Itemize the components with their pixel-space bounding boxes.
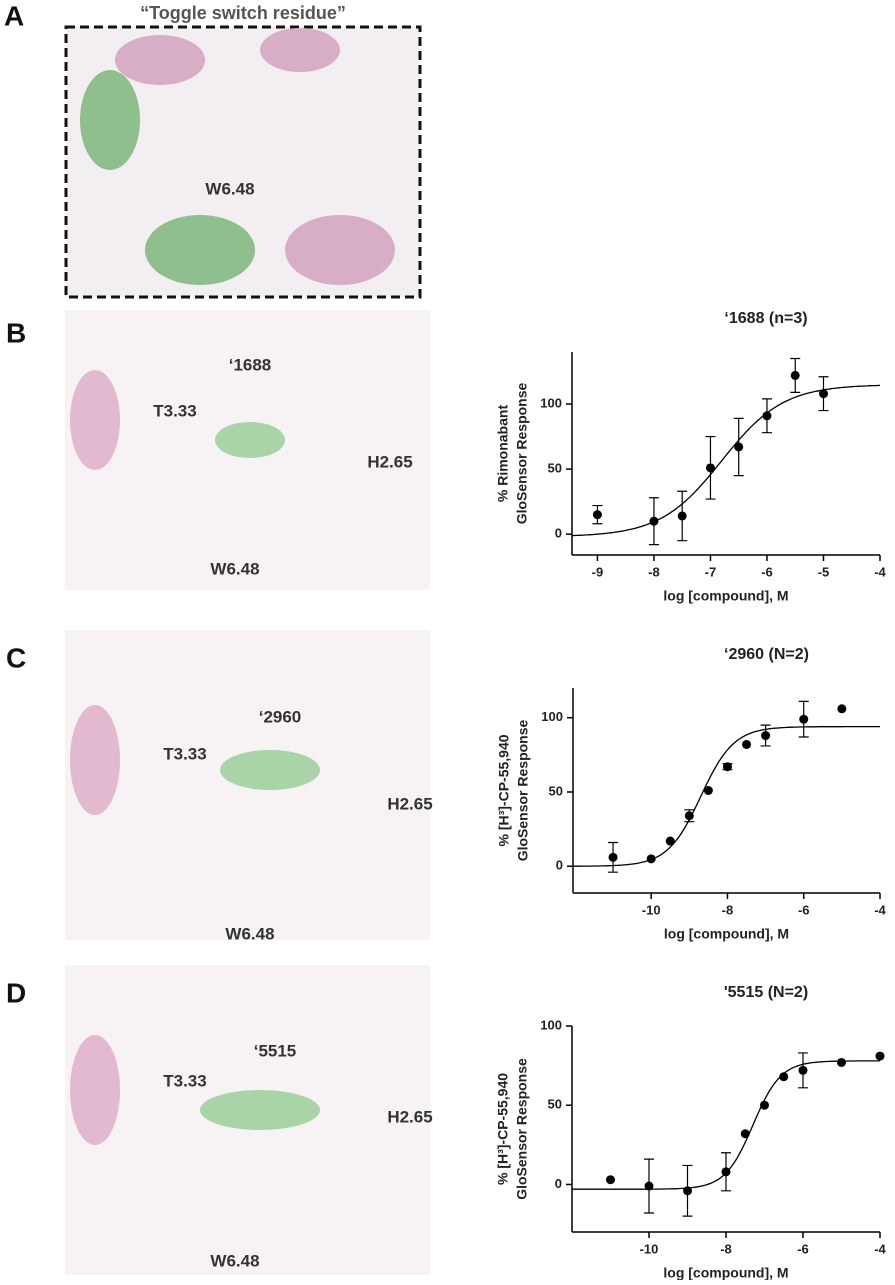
chart-title: '5515 (N=2) <box>724 984 808 1001</box>
data-point <box>798 1065 808 1075</box>
x-tick-label: -10 <box>642 902 661 917</box>
residue-label: H2.65 <box>367 452 412 471</box>
y-tick-label: 100 <box>540 395 562 410</box>
x-tick-label: -7 <box>705 564 717 579</box>
ligand <box>200 1090 320 1130</box>
y-axis-label: % [H³]-CP-55,940 <box>496 734 512 846</box>
y-tick-label: 100 <box>540 1017 562 1032</box>
y-axis-label: GloSensor Response <box>514 382 530 524</box>
panel-label: B <box>6 317 26 348</box>
residue-label: W6.48 <box>225 924 274 943</box>
data-point <box>665 836 675 846</box>
compound-label: ‘1688 <box>229 355 272 374</box>
data-point <box>734 442 744 452</box>
y-tick-label: 50 <box>549 783 563 798</box>
x-tick-label: -4 <box>874 902 886 917</box>
data-point <box>799 714 809 724</box>
fit-curve <box>571 384 881 537</box>
helix <box>80 70 140 170</box>
data-point <box>592 510 602 520</box>
x-tick-label: -6 <box>798 902 810 917</box>
data-point <box>677 511 687 521</box>
x-tick-label: -10 <box>640 1241 659 1256</box>
data-point <box>790 370 800 380</box>
residue-label: W6.48 <box>205 179 254 198</box>
helix <box>70 705 120 815</box>
chart-title: ‘2960 (N=2) <box>724 646 809 663</box>
panel-label: A <box>4 0 24 31</box>
y-tick-label: 0 <box>555 1176 562 1191</box>
y-tick-label: 50 <box>548 461 562 476</box>
data-point <box>761 731 771 741</box>
residue-label: T3.33 <box>163 1071 206 1090</box>
data-point <box>837 1057 846 1067</box>
helix <box>70 1035 120 1145</box>
data-point <box>762 411 772 421</box>
y-tick-label: 0 <box>555 526 562 541</box>
data-point <box>608 852 618 862</box>
y-axis-label: GloSensor Response <box>514 1058 530 1200</box>
y-axis-label: % Rimonabant <box>495 405 511 503</box>
data-point <box>875 1051 885 1061</box>
y-axis-label: % [H³]-CP-55,940 <box>495 1073 511 1185</box>
x-tick-label: -9 <box>592 564 604 579</box>
data-point <box>683 1186 692 1196</box>
helix <box>70 370 120 470</box>
data-point <box>837 704 847 714</box>
chart-title: ‘1688 (n=3) <box>724 310 807 327</box>
x-tick-label: -8 <box>722 902 734 917</box>
data-point <box>646 854 656 864</box>
helix <box>115 35 205 85</box>
x-axis-label: log [compound], M <box>664 926 789 942</box>
x-axis-label: log [compound], M <box>663 1265 788 1280</box>
compound-label: ‘2960 <box>259 707 302 726</box>
helix <box>145 215 255 285</box>
residue-label: W6.48 <box>210 1251 259 1270</box>
y-tick-label: 100 <box>541 709 563 724</box>
x-tick-label: -6 <box>761 564 773 579</box>
data-point <box>760 1100 769 1110</box>
data-point <box>703 786 713 795</box>
compound-label: ‘5515 <box>254 1041 297 1060</box>
helix <box>260 28 340 72</box>
data-point <box>742 739 752 749</box>
data-point <box>705 463 715 473</box>
data-point <box>644 1181 654 1191</box>
y-axis-label: GloSensor Response <box>515 719 531 861</box>
data-point <box>649 516 659 526</box>
panel-label: D <box>6 977 26 1008</box>
residue-label: W6.48 <box>210 559 259 578</box>
x-tick-label: -4 <box>874 1241 886 1256</box>
data-point <box>721 1167 731 1177</box>
residue-label: H2.65 <box>387 794 432 813</box>
fit-curve <box>573 725 880 867</box>
residue-label: H2.65 <box>387 1107 432 1126</box>
x-tick-label: -8 <box>648 564 660 579</box>
helix <box>285 215 395 285</box>
residue-label: T3.33 <box>153 401 196 420</box>
structure-images <box>64 25 430 1275</box>
x-tick-label: -8 <box>720 1241 732 1256</box>
x-tick-label: -6 <box>797 1241 809 1256</box>
x-tick-label: -5 <box>818 564 830 579</box>
data-point <box>740 1129 750 1139</box>
data-point <box>722 762 732 772</box>
data-point <box>818 389 828 399</box>
x-axis-label: log [compound], M <box>663 588 788 604</box>
panel-label: C <box>6 642 26 673</box>
data-point <box>779 1072 789 1082</box>
data-point <box>606 1175 615 1185</box>
ligand <box>220 750 320 790</box>
panel-title: “Toggle switch residue” <box>140 3 346 23</box>
data-point <box>684 811 694 821</box>
y-tick-label: 50 <box>548 1097 562 1112</box>
y-tick-label: 0 <box>556 858 563 873</box>
residue-label: T3.33 <box>163 744 206 763</box>
x-tick-label: -4 <box>874 564 886 579</box>
ligand <box>215 422 285 458</box>
